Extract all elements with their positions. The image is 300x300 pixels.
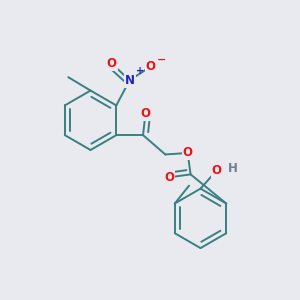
Text: O: O: [140, 107, 150, 120]
Text: N: N: [125, 74, 135, 87]
Text: O: O: [164, 171, 174, 184]
Text: O: O: [146, 60, 155, 73]
Text: O: O: [107, 57, 117, 70]
Text: −: −: [157, 55, 166, 65]
Text: O: O: [212, 164, 222, 177]
Text: +: +: [136, 66, 144, 76]
Text: O: O: [183, 146, 193, 160]
Text: H: H: [228, 162, 238, 175]
